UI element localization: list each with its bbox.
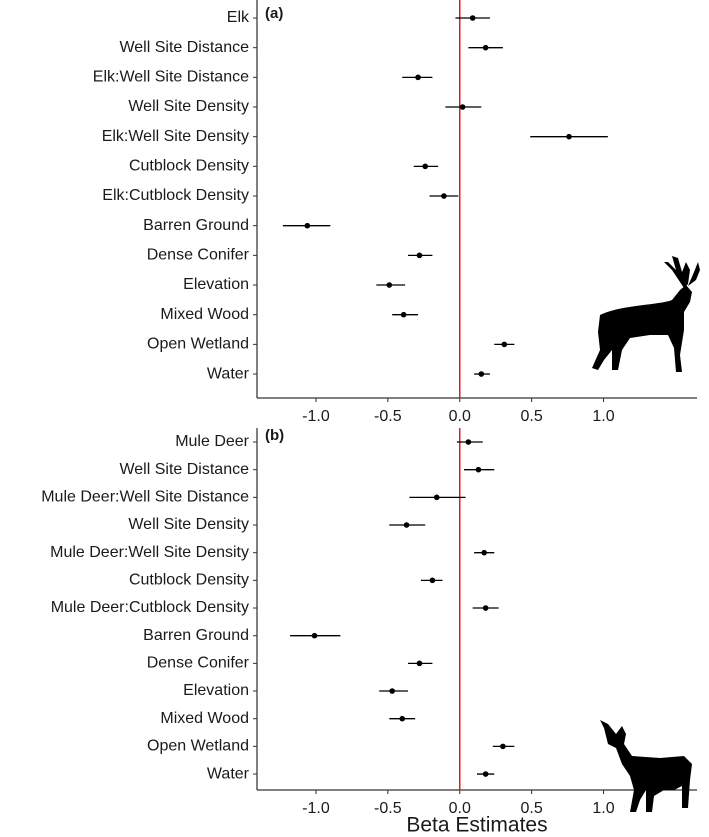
point [389,688,395,694]
y-tick-label: Elevation [183,276,249,293]
x-tick-label: 0.0 [449,408,471,425]
point [459,104,466,110]
elk-silhouette [592,256,700,372]
point [478,371,485,377]
y-tick-label: Mule Deer:Cutblock Density [51,599,249,616]
y-tick-label: Open Wetland [147,336,249,353]
x-tick-label: -0.5 [374,408,402,425]
point [482,44,489,51]
point [566,133,572,140]
y-tick-label: Mule Deer:Well Site Density [50,544,249,561]
y-tick-label: Water [207,765,250,782]
point [465,439,472,445]
point [481,549,487,556]
y-tick-label: Mixed Wood [160,306,249,323]
y-tick-label: Well Site Density [128,98,249,115]
point [311,632,318,639]
point [415,74,421,81]
point [422,163,429,170]
point [386,282,393,288]
x-tick-label: -1.0 [302,408,330,425]
x-tick-label: 0.5 [521,800,543,817]
y-tick-label: Elk:Well Site Distance [93,69,249,86]
panel-label: (a) [265,5,283,22]
x-tick-label: 1.0 [592,800,614,817]
point [416,252,423,259]
y-tick-label: Well Site Distance [119,461,249,478]
point [399,715,406,722]
point [400,311,407,318]
point [501,341,508,348]
y-tick-label: Elk:Well Site Density [102,128,249,145]
y-tick-label: Mule Deer:Well Site Distance [41,489,249,506]
point [482,771,489,777]
panel-label: (b) [265,427,284,444]
y-tick-label: Well Site Density [128,516,249,533]
point [304,222,311,229]
x-tick-label: 0.0 [449,800,471,817]
point [403,522,410,528]
y-tick-label: Mixed Wood [160,710,249,727]
x-tick-label: 0.5 [521,408,543,425]
point [429,577,436,584]
x-axis-label: Beta Estimates [406,814,547,837]
deer-silhouette [600,720,692,812]
point [416,660,423,667]
x-tick-label: -0.5 [374,800,402,817]
y-tick-label: Well Site Distance [119,39,249,56]
point [441,193,447,199]
y-tick-label: Barren Ground [143,217,249,234]
y-tick-label: Elk:Cutblock Density [102,187,249,204]
point [475,466,482,473]
y-tick-label: Barren Ground [143,627,249,644]
y-tick-label: Mule Deer [175,433,249,450]
x-tick-label: 1.0 [592,408,614,425]
y-tick-label: Elevation [183,682,249,699]
y-tick-label: Dense Conifer [147,247,250,264]
point [500,743,506,750]
y-tick-label: Cutblock Density [129,158,249,175]
point [482,605,489,611]
y-tick-label: Dense Conifer [147,655,250,672]
point [469,15,476,21]
y-tick-label: Cutblock Density [129,572,249,589]
y-tick-label: Elk [227,9,250,26]
y-tick-label: Water [207,365,250,382]
y-tick-label: Open Wetland [147,738,249,755]
x-tick-label: -1.0 [302,800,330,817]
point [433,494,440,501]
